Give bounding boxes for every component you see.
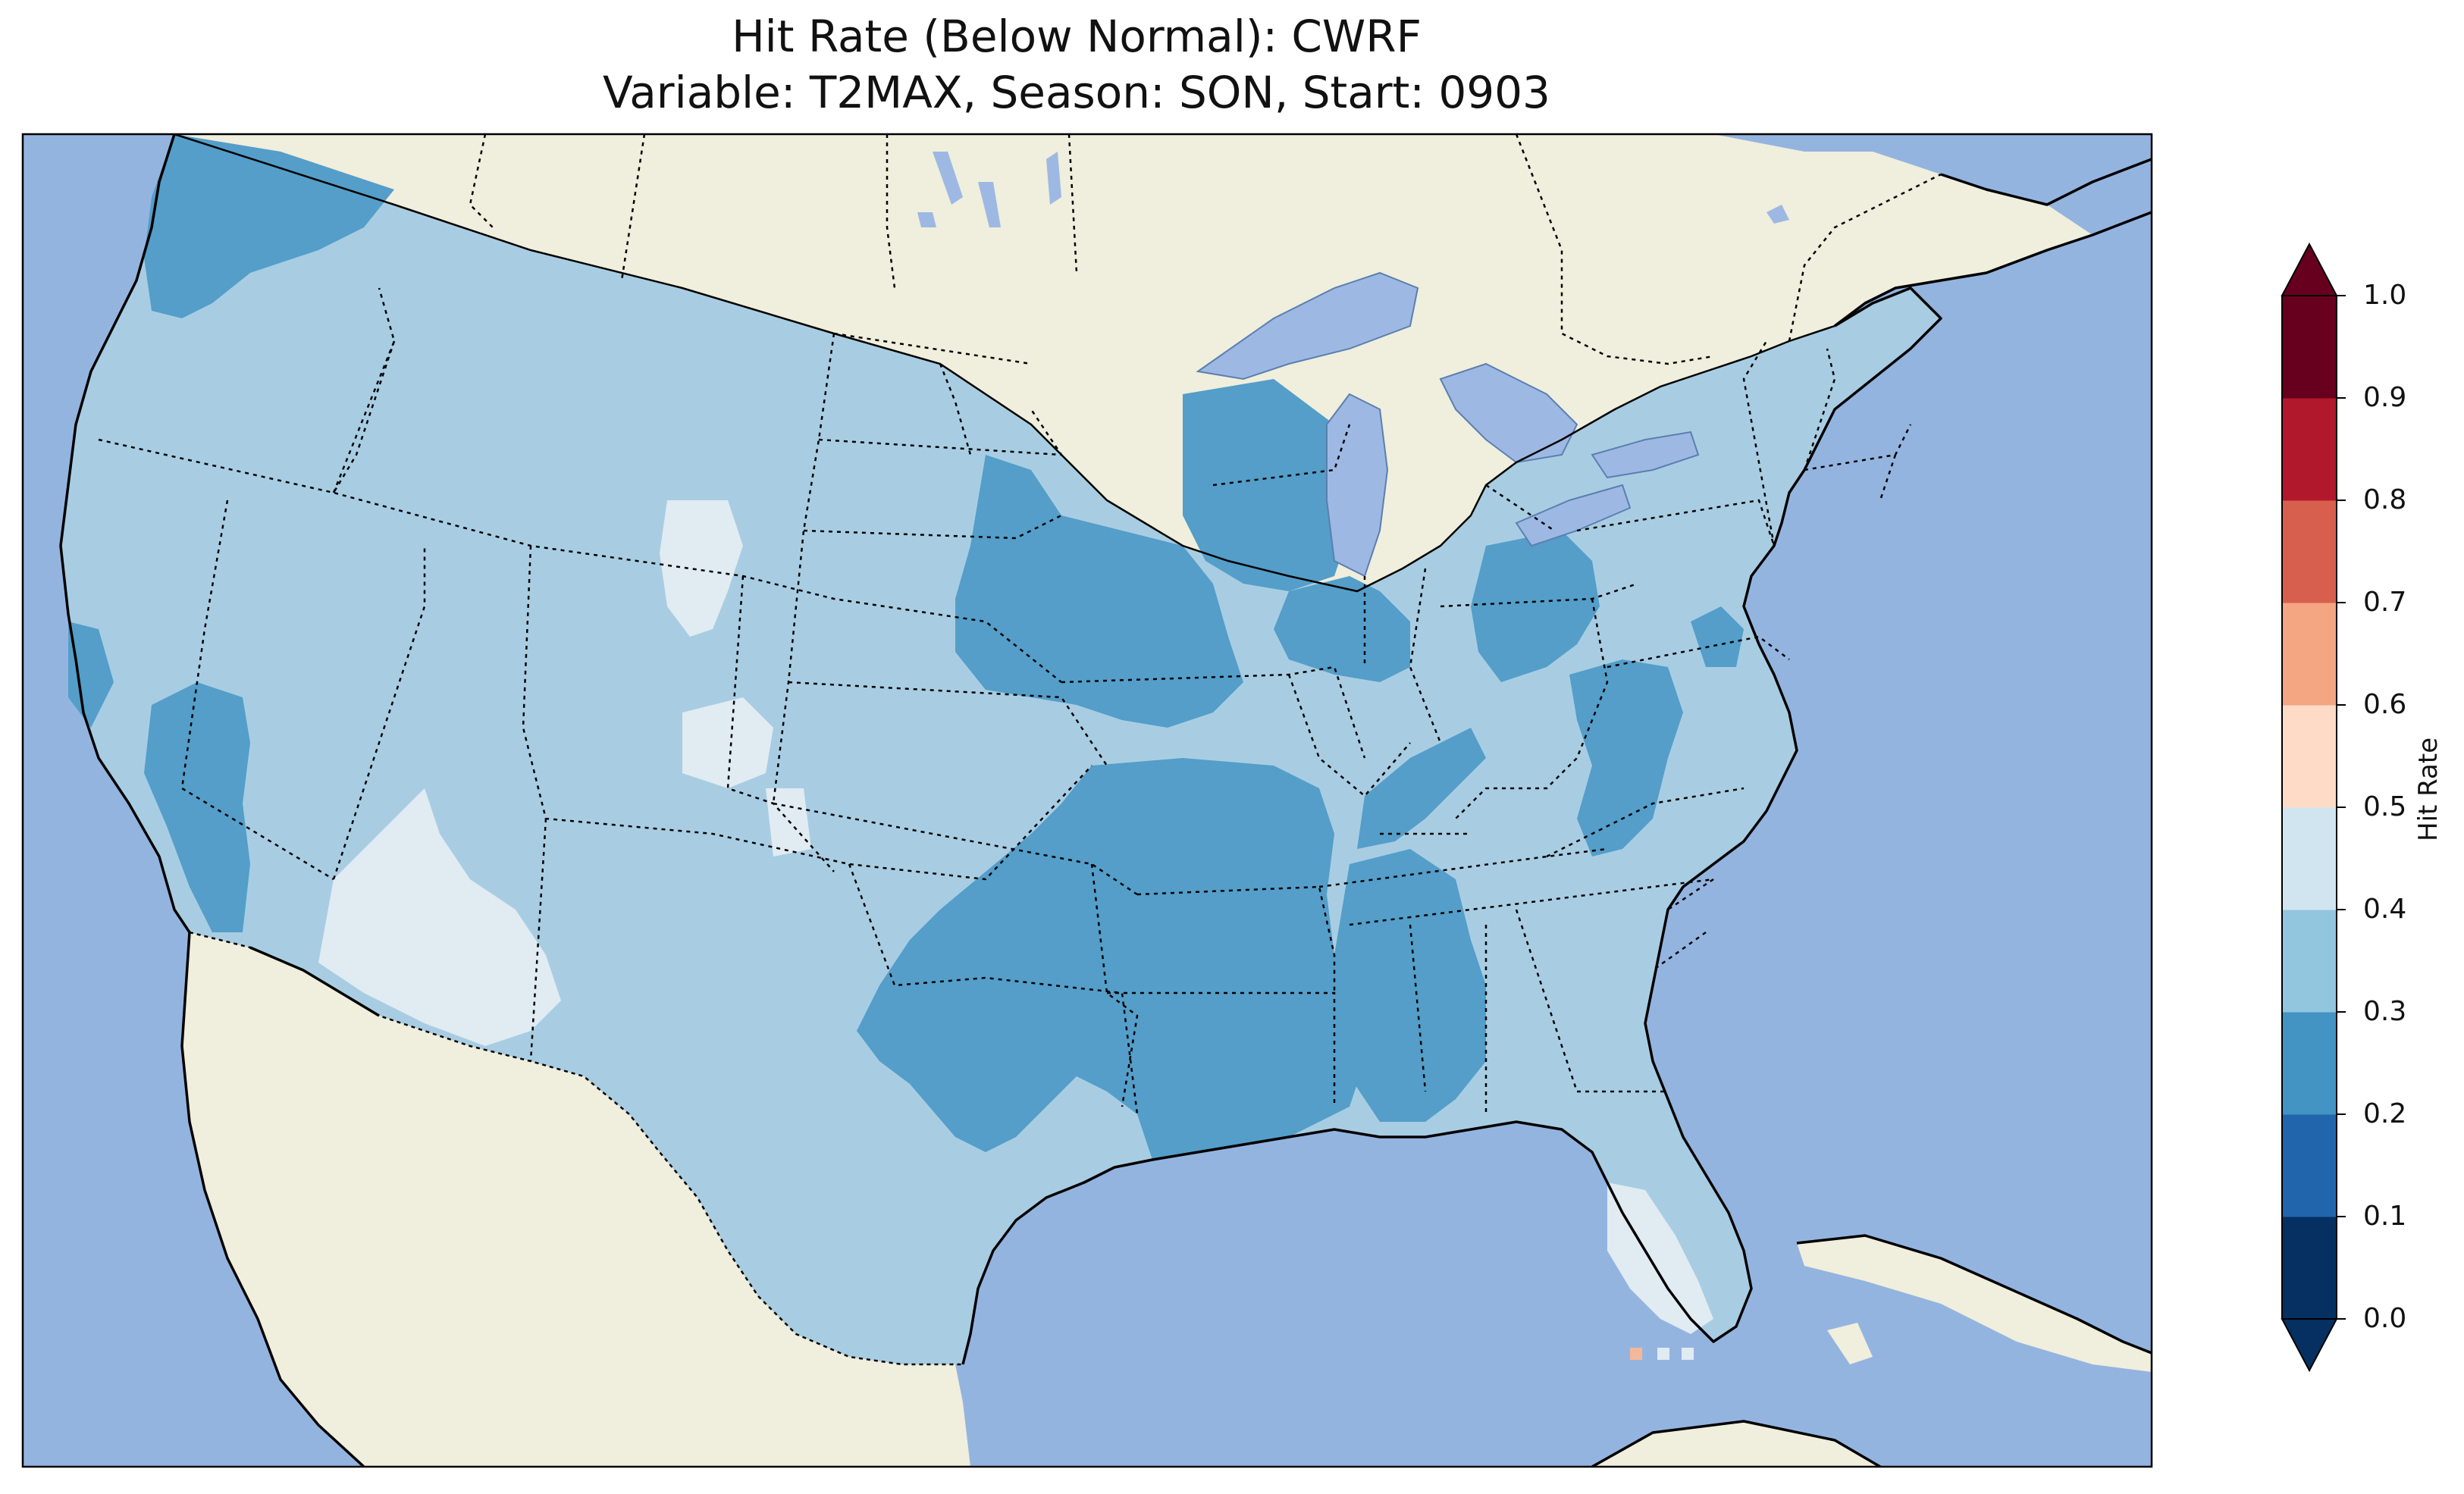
canada-land xyxy=(174,134,2093,591)
colorbar-segment xyxy=(2282,1012,2337,1115)
colorbar-tick-label: 0.6 xyxy=(2363,689,2407,720)
colorbar-tick-label: 1.0 xyxy=(2363,280,2407,311)
colorbar-tick-label: 0.5 xyxy=(2363,791,2407,822)
colorbar-segment xyxy=(2282,603,2337,706)
coastlines xyxy=(59,134,2152,1467)
colorbar-extend-max xyxy=(2281,242,2338,296)
colorbar-segment xyxy=(2282,1217,2337,1320)
colorbar-segment xyxy=(2282,296,2337,399)
keys-cell-2 xyxy=(1657,1348,1669,1360)
colorbar-segment xyxy=(2282,910,2337,1013)
colorbar-segment xyxy=(2282,705,2337,808)
colorbar-segment xyxy=(2282,500,2337,603)
colorbar-tick-label: 0.1 xyxy=(2363,1201,2407,1232)
cuba-land xyxy=(1797,1236,2152,1372)
colorbar-tick-label: 0.2 xyxy=(2363,1098,2407,1129)
colorbar-segment xyxy=(2282,1114,2337,1217)
yucatan-land xyxy=(1592,1421,1880,1467)
bahamas-land xyxy=(1827,1323,1873,1364)
class-04-05-regions xyxy=(318,500,1713,1334)
great-lakes xyxy=(1196,271,1700,578)
colorbar xyxy=(2281,242,2346,1373)
colorbar-tick-label: 0.8 xyxy=(2363,484,2407,515)
colorbar-segment xyxy=(2282,398,2337,501)
map-subtitle: Variable: T2MAX, Season: SON, Start: 090… xyxy=(603,67,1550,118)
colorbar-tick-label: 0.9 xyxy=(2363,382,2407,413)
colorbar-tick-label: 0.7 xyxy=(2363,587,2407,618)
state-boundaries xyxy=(98,287,1912,1115)
colorbar-tick-label: 0.3 xyxy=(2363,996,2407,1027)
canadian-lakes xyxy=(917,152,1789,227)
colorbar-tick-label: 0.0 xyxy=(2363,1303,2407,1334)
us-canada-border xyxy=(174,134,1835,593)
class-02-03-regions xyxy=(68,134,1744,1160)
map-title: Hit Rate (Below Normal): CWRF xyxy=(732,11,1422,62)
colorbar-extend-min xyxy=(2281,1318,2338,1373)
keys-cell-1 xyxy=(1630,1348,1642,1360)
map-content xyxy=(23,134,2152,1467)
map-frame xyxy=(21,133,2153,1468)
colorbar-tick-label: 0.4 xyxy=(2363,894,2407,925)
colorbar-segment xyxy=(2282,807,2337,910)
mexico-land xyxy=(182,932,970,1467)
colorbar-title: Hit Rate xyxy=(2413,737,2444,841)
keys-cell-3 xyxy=(1682,1348,1694,1360)
province-boundaries xyxy=(469,134,1942,365)
